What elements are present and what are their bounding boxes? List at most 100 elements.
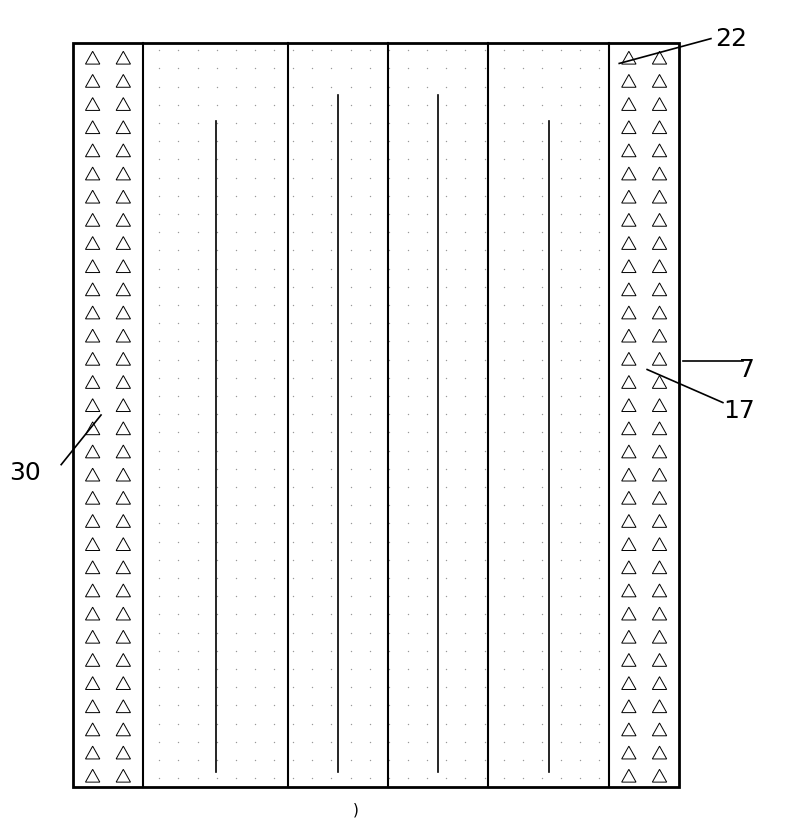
- Polygon shape: [86, 237, 100, 249]
- Polygon shape: [116, 608, 130, 620]
- Polygon shape: [652, 398, 666, 412]
- Polygon shape: [86, 468, 100, 481]
- Polygon shape: [622, 608, 636, 620]
- Polygon shape: [652, 584, 666, 597]
- Polygon shape: [116, 167, 130, 180]
- Polygon shape: [116, 190, 130, 203]
- Polygon shape: [622, 213, 636, 227]
- Polygon shape: [86, 608, 100, 620]
- Polygon shape: [652, 121, 666, 134]
- Polygon shape: [86, 746, 100, 759]
- Polygon shape: [116, 237, 130, 249]
- Polygon shape: [86, 375, 100, 388]
- Polygon shape: [652, 190, 666, 203]
- Text: 22: 22: [715, 27, 747, 51]
- Polygon shape: [116, 306, 130, 319]
- Polygon shape: [86, 121, 100, 134]
- Text: ): ): [354, 803, 359, 818]
- Polygon shape: [622, 75, 636, 87]
- Polygon shape: [652, 653, 666, 666]
- Polygon shape: [622, 283, 636, 295]
- Polygon shape: [86, 630, 100, 643]
- Polygon shape: [652, 260, 666, 272]
- Polygon shape: [622, 98, 636, 110]
- Polygon shape: [116, 213, 130, 227]
- Polygon shape: [86, 700, 100, 713]
- Text: 17: 17: [723, 399, 754, 422]
- Polygon shape: [116, 515, 130, 527]
- Polygon shape: [652, 167, 666, 180]
- Polygon shape: [86, 283, 100, 295]
- Polygon shape: [116, 330, 130, 342]
- Polygon shape: [116, 723, 130, 736]
- Polygon shape: [86, 538, 100, 550]
- Polygon shape: [622, 468, 636, 481]
- Polygon shape: [622, 630, 636, 643]
- Polygon shape: [86, 584, 100, 597]
- Polygon shape: [116, 468, 130, 481]
- Polygon shape: [86, 330, 100, 342]
- Polygon shape: [116, 538, 130, 550]
- Polygon shape: [652, 306, 666, 319]
- Polygon shape: [622, 237, 636, 249]
- Bar: [73, 43, 679, 787]
- Polygon shape: [86, 422, 100, 435]
- Polygon shape: [622, 422, 636, 435]
- Polygon shape: [116, 144, 130, 157]
- Polygon shape: [622, 584, 636, 597]
- Polygon shape: [86, 306, 100, 319]
- Polygon shape: [622, 353, 636, 365]
- Polygon shape: [622, 190, 636, 203]
- Polygon shape: [116, 75, 130, 87]
- Polygon shape: [652, 630, 666, 643]
- Polygon shape: [86, 98, 100, 110]
- Polygon shape: [622, 144, 636, 157]
- Polygon shape: [652, 330, 666, 342]
- Polygon shape: [652, 422, 666, 435]
- Polygon shape: [652, 144, 666, 157]
- Polygon shape: [622, 561, 636, 574]
- Polygon shape: [116, 375, 130, 388]
- Polygon shape: [86, 445, 100, 458]
- Polygon shape: [116, 283, 130, 295]
- Polygon shape: [622, 723, 636, 736]
- Polygon shape: [116, 491, 130, 504]
- Polygon shape: [86, 213, 100, 227]
- Polygon shape: [116, 561, 130, 574]
- Polygon shape: [652, 676, 666, 690]
- Polygon shape: [86, 190, 100, 203]
- Polygon shape: [116, 353, 130, 365]
- Polygon shape: [652, 700, 666, 713]
- Polygon shape: [652, 515, 666, 527]
- Polygon shape: [116, 584, 130, 597]
- Polygon shape: [622, 515, 636, 527]
- Polygon shape: [652, 353, 666, 365]
- Polygon shape: [652, 445, 666, 458]
- Polygon shape: [116, 445, 130, 458]
- Polygon shape: [86, 144, 100, 157]
- Text: 30: 30: [10, 461, 41, 485]
- Polygon shape: [622, 398, 636, 412]
- Polygon shape: [652, 561, 666, 574]
- Polygon shape: [86, 769, 100, 782]
- Polygon shape: [652, 746, 666, 759]
- Polygon shape: [86, 723, 100, 736]
- Polygon shape: [652, 75, 666, 87]
- Bar: [73, 43, 143, 787]
- Polygon shape: [652, 213, 666, 227]
- Polygon shape: [622, 330, 636, 342]
- Polygon shape: [86, 75, 100, 87]
- Polygon shape: [622, 375, 636, 388]
- Polygon shape: [622, 167, 636, 180]
- Polygon shape: [116, 746, 130, 759]
- Polygon shape: [652, 769, 666, 782]
- Polygon shape: [86, 515, 100, 527]
- Polygon shape: [652, 237, 666, 249]
- Polygon shape: [116, 700, 130, 713]
- Polygon shape: [652, 375, 666, 388]
- Polygon shape: [86, 51, 100, 64]
- Polygon shape: [652, 608, 666, 620]
- Polygon shape: [652, 538, 666, 550]
- Text: 7: 7: [739, 358, 754, 382]
- Polygon shape: [116, 653, 130, 666]
